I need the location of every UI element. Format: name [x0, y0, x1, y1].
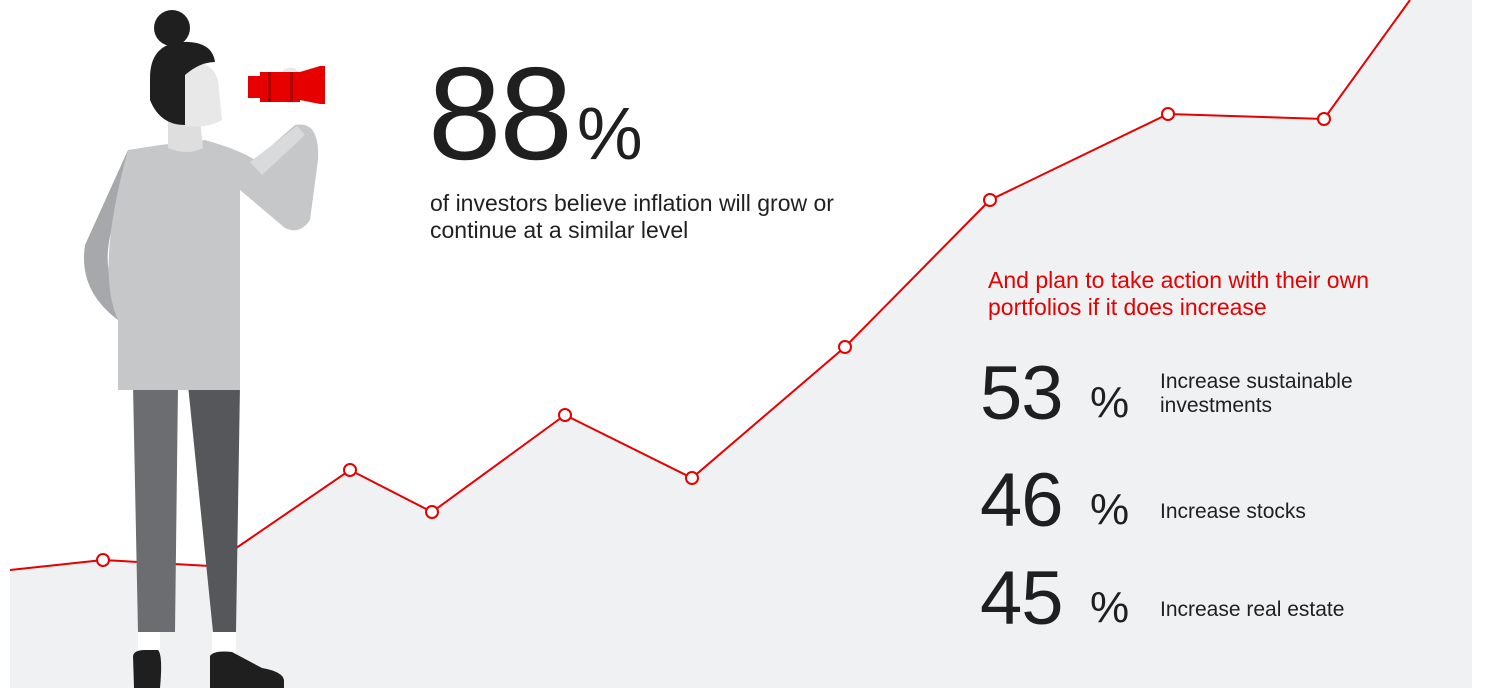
stat-row: 46 % Increase stocks [980, 463, 1400, 539]
stat-row: 45 % Increase real estate [980, 561, 1400, 637]
stat-unit: % [1090, 583, 1130, 632]
trend-point [1317, 112, 1331, 126]
person-with-telescope-illustration [83, 10, 325, 688]
stat-value: 46 [980, 458, 1064, 543]
trend-area [10, 0, 1472, 688]
trend-point [838, 340, 852, 354]
headline-unit: % [576, 92, 643, 175]
stat-unit: % [1090, 485, 1130, 534]
callout-text: And plan to take action with their own p… [988, 267, 1370, 320]
trend-line [9, 0, 1411, 571]
stat-value: 53 [980, 351, 1064, 436]
stat-value: 45 [980, 556, 1064, 641]
trend-point [96, 553, 110, 567]
trend-point [685, 471, 699, 485]
headline-description: of investors believe inflation will grow… [430, 190, 834, 243]
stat-label: Increase real estate [1160, 598, 1345, 621]
trend-point [983, 193, 997, 207]
stat-label: Increase sustainable investments [1160, 370, 1353, 417]
headline-stat: 88% [428, 48, 643, 180]
headline-value: 88 [428, 40, 573, 187]
trend-point [343, 463, 357, 477]
trend-point [558, 408, 572, 422]
telescope-icon [248, 66, 325, 104]
stat-label: Increase stocks [1160, 500, 1306, 523]
stat-row: 53 % Increase sustainable investments [980, 356, 1400, 432]
stat-unit: % [1090, 378, 1130, 427]
trend-point [1161, 107, 1175, 121]
trend-point [425, 505, 439, 519]
